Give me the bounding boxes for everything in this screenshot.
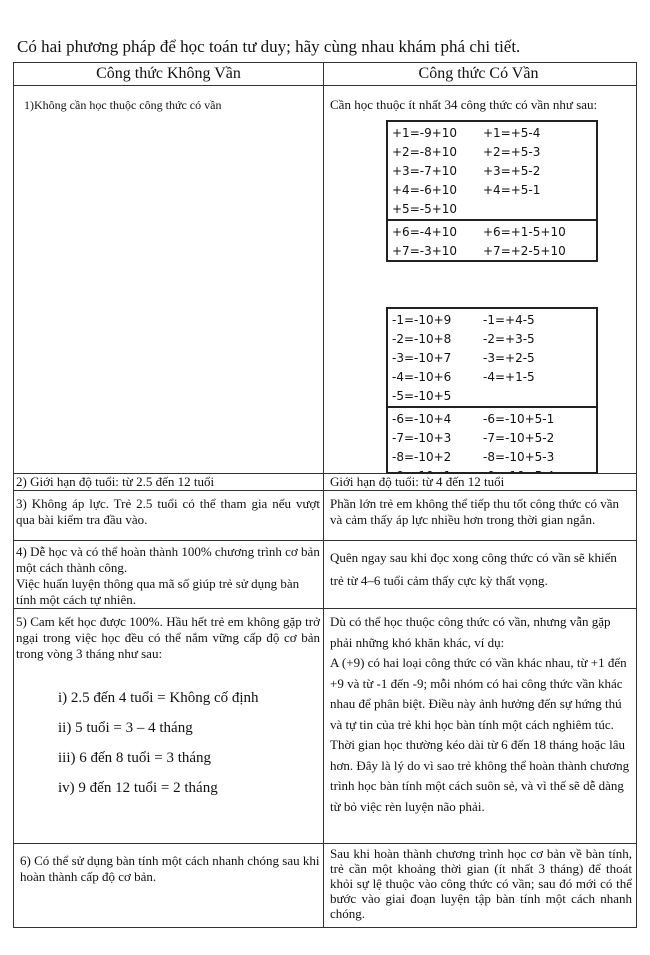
formula: -9=-10+5-4	[483, 467, 574, 472]
intro-text: Có hai phương pháp để học toán tư duy; h…	[17, 37, 521, 56]
formula: -7=-10+5-2	[483, 431, 555, 445]
age-item: ii) 5 tuổi = 3 – 4 tháng	[58, 720, 193, 736]
row-divider	[14, 608, 636, 609]
formula-section: +1=-9+10 +1=+5-4 +2=-8+10 +2=+5-3 +3=-7+10 +3…	[388, 122, 596, 219]
formula-row: +3=-7+10 +3=+5-2	[392, 162, 596, 181]
formula-section: -6=-10+4 -6=-10+5-1 -7=-10+3 -7=-10+5-2 -8=-…	[388, 406, 596, 472]
row3-right: Phần lớn trẻ em không thể tiếp thu tốt c…	[330, 496, 620, 527]
formula-row: +4=-6+10 +4=+5-1	[392, 181, 596, 200]
formula-row: +1=-9+10 +1=+5-4	[392, 124, 596, 143]
formula-row: +5=-5+10	[392, 200, 596, 219]
formula	[483, 387, 574, 406]
formula: +7=+2-5+10	[483, 244, 566, 258]
formula: +1=+5-4	[483, 126, 541, 140]
formula: -6=-10+5-1	[483, 412, 555, 426]
column-divider	[323, 63, 324, 927]
row4-left-p1: 4) Dễ học và có thể hoàn thành 100% chươ…	[16, 544, 320, 575]
header-rhyme: Công thức Có Vần	[418, 65, 539, 82]
formula: -9=-10+1	[392, 467, 483, 472]
formula-section: +6=-4+10 +6=+1-5+10 +7=-3+10 +7=+2-5+10 +8=-…	[388, 219, 596, 262]
row4-right: Quên ngay sau khi đọc xong công thức có …	[330, 550, 617, 588]
formula: -4=+1-5	[483, 370, 535, 384]
age-item: i) 2.5 đến 4 tuổi = Không cố định	[58, 690, 259, 706]
formula: +6=+1-5+10	[483, 225, 566, 239]
comparison-table: Công thức Không Vần Công thức Có Vần 1)K…	[13, 62, 637, 928]
formula: -6=-10+4	[392, 412, 452, 426]
row4-left-p2: Việc huấn luyện thông qua mã số giúp trẻ…	[16, 576, 300, 607]
formula-row: -2=-10+8 -2=+3-5	[392, 330, 596, 349]
formula-row: -3=-10+7 -3=+2-5	[392, 349, 596, 368]
formula: -7=-10+3	[392, 431, 452, 445]
formula-row: -1=-10+9 -1=+4-5	[392, 311, 596, 330]
formula-row: -8=-10+2 -8=-10+5-3	[392, 448, 596, 467]
formula: -3=-10+7	[392, 351, 452, 365]
formula: -2=-10+8	[392, 332, 452, 346]
age-item: iv) 9 đến 12 tuổi = 2 tháng	[58, 780, 218, 796]
row6-left: 6) Có thể sử dụng bàn tính một cách nhan…	[20, 853, 320, 884]
formula-row: -5=-10+5	[392, 387, 596, 406]
row1-right: Cần học thuộc ít nhất 34 công thức có vầ…	[330, 97, 598, 112]
formula-row: +7=-3+10 +7=+2-5+10	[392, 242, 596, 260]
age-list: i) 2.5 đến 4 tuổi = Không cố định ii) 5 …	[58, 690, 259, 810]
formula: +3=-7+10	[392, 164, 458, 178]
formula-row: -4=-10+6 -4=+1-5	[392, 368, 596, 387]
row6-right: Sau khi hoàn thành chương trình học cơ b…	[330, 846, 632, 921]
row1-left: 1)Không cần học thuộc công thức có vần	[24, 98, 222, 112]
age-item: iii) 6 đến 8 tuổi = 3 tháng	[58, 750, 212, 766]
formula: +2=+5-3	[483, 145, 541, 159]
formula-row: -6=-10+4 -6=-10+5-1	[392, 410, 596, 429]
formula-row: +8=-2+10+8=+3-5+10	[392, 261, 596, 262]
formula: -3=+2-5	[483, 351, 535, 365]
row2-right: Giới hạn độ tuổi: từ 4 đến 12 tuổi	[330, 474, 505, 489]
formula: +5=-5+10	[392, 202, 458, 216]
formula: -1=+4-5	[483, 313, 535, 327]
formula: -8=-10+5-3	[483, 450, 555, 464]
formula-box: -1=-10+9 -1=+4-5 -2=-10+8 -2=+3-5 -3=-10+7 -3…	[386, 307, 598, 474]
formula: +7=-3+10	[392, 244, 458, 258]
formula: -8=-10+2	[392, 450, 452, 464]
formula-row: -7=-10+3 -7=-10+5-2	[392, 429, 596, 448]
formula: +8=-2+10	[392, 261, 483, 262]
row-divider	[14, 490, 636, 491]
row-divider	[14, 540, 636, 541]
formula-row: +6=-4+10 +6=+1-5+10	[392, 223, 596, 242]
row3-left: 3) Không áp lực. Trẻ 2.5 tuổi có thể tha…	[16, 496, 320, 527]
formula	[483, 200, 574, 219]
row5-right-p2: A (+9) có hai loại công thức có vần khác…	[330, 655, 630, 814]
formula: +8=+3-5+10	[483, 261, 574, 262]
formula: -4=-10+6	[392, 370, 452, 384]
formula-row: +2=-8+10 +2=+5-3	[392, 143, 596, 162]
row5-left: 5) Cam kết học được 100%. Hầu hết trẻ em…	[16, 614, 320, 661]
formula: +1=-9+10	[392, 126, 458, 140]
formula: +2=-8+10	[392, 145, 458, 159]
row-divider	[14, 85, 636, 86]
formula: -1=-10+9	[392, 313, 452, 327]
row5-right: Dù có thể học thuộc công thức có vần, nh…	[330, 612, 632, 817]
formula: -5=-10+5	[392, 389, 452, 403]
formula: +3=+5-2	[483, 164, 541, 178]
formula: +4=+5-1	[483, 183, 541, 197]
header-no-rhyme: Công thức Không Vần	[96, 65, 241, 82]
row-divider	[14, 843, 636, 844]
formula: +4=-6+10	[392, 183, 458, 197]
row4-left: 4) Dễ học và có thể hoàn thành 100% chươ…	[16, 544, 320, 608]
formula: -2=+3-5	[483, 332, 535, 346]
formula-box: +1=-9+10 +1=+5-4 +2=-8+10 +2=+5-3 +3=-7+10 +3…	[386, 120, 598, 262]
row-divider	[14, 473, 636, 474]
row5-right-p1: Dù có thể học thuộc công thức có vần, nh…	[330, 614, 611, 650]
formula-row: -9=-10+1-9=-10+5-4	[392, 467, 596, 472]
row2-left: 2) Giới hạn độ tuổi: từ 2.5 đến 12 tuổi	[16, 474, 215, 489]
formula: +6=-4+10	[392, 225, 458, 239]
formula-section: -1=-10+9 -1=+4-5 -2=-10+8 -2=+3-5 -3=-10+7 -3…	[388, 309, 596, 406]
